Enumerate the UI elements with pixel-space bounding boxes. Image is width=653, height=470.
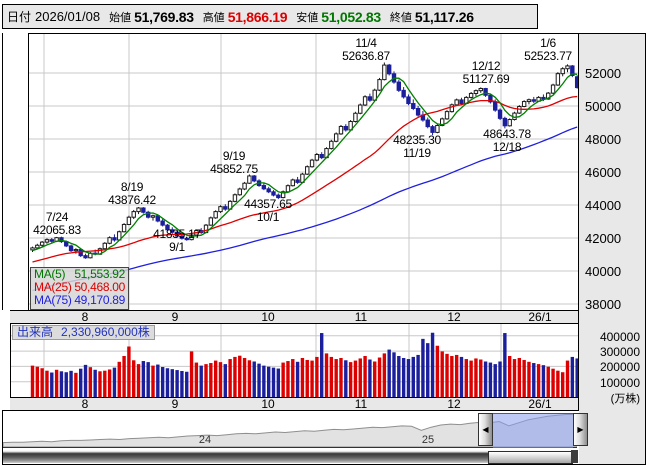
ohlc-field-value-3: 51,117.26 [414, 8, 474, 25]
main-x-tick-5: 26/1 [528, 310, 552, 324]
outer-left-border [2, 33, 3, 310]
navigator-year-25: 25 [421, 434, 435, 446]
ma-legend-label-2: MA(75) [34, 293, 72, 307]
ohlc-field-label-3: 終値 [389, 11, 412, 24]
main-x-tick-3: 11 [354, 310, 368, 324]
ohlc-field-label-0: 始値 [109, 11, 132, 24]
price-axis-label-1: 50000 [585, 99, 622, 114]
volume-x-tick-5: 26/1 [528, 397, 552, 411]
volume-label-box: 出来高 2,330,960,000株 [12, 325, 155, 340]
volume-x-tick-2: 10 [261, 397, 275, 411]
price-axis-label-7: 38000 [585, 297, 622, 312]
chart-annotation-1: 8/19 43876.42 [108, 180, 156, 207]
ohlc-field-value-1: 51,866.19 [227, 8, 288, 25]
ma-legend-row-2: MA(75) 49,170.89 [31, 294, 128, 307]
volume-x-tick-3: 11 [354, 397, 368, 411]
chart-annotation-9: 1/6 52523.77 [524, 36, 572, 63]
price-axis-label-6: 40000 [585, 264, 622, 279]
price-axis-label-4: 44000 [585, 198, 622, 213]
ohlc-field-label-1: 高値 [202, 11, 225, 24]
volume-canvas [11, 324, 579, 398]
main-x-tick-2: 10 [261, 310, 275, 324]
chart-annotation-6: 48235.30 11/19 [393, 133, 441, 160]
volume-plot [10, 323, 580, 398]
ohlc-field-label-2: 安値 [296, 11, 319, 24]
navigator-selection-window[interactable] [493, 413, 573, 448]
volume-value: 2,330,960,000株 [61, 325, 150, 339]
volume-axis-label-2: 200000 [599, 360, 640, 375]
navigator-left-arrow-button[interactable]: ◀ [478, 413, 493, 446]
date-value: 2026/01/08 [35, 9, 101, 24]
chart-annotation-0: 7/24 42065.83 [33, 210, 81, 237]
price-axis-label-3: 46000 [585, 165, 622, 180]
main-x-tick-4: 12 [447, 310, 461, 324]
chart-annotation-4: 44357.65 10/1 [244, 197, 292, 224]
main-x-tick-1: 9 [171, 310, 179, 324]
ma-legend-row-1: MA(25) 50,468.00 [31, 281, 128, 294]
main-x-tick-0: 8 [81, 310, 89, 324]
chart-annotation-5: 11/4 52636.87 [342, 36, 390, 63]
scrollbar-end-cap [571, 450, 578, 463]
ohlc-fields: 始値 51,769.83 高値 51,866.19 安値 51,052.83 終値 51,11… [100, 9, 474, 25]
ohlc-field-value-2: 51,052.83 [321, 8, 381, 25]
price-axis-label-5: 42000 [585, 231, 622, 246]
ma-legend-value-2: 49,170.89 [74, 293, 125, 307]
chart-annotation-7: 12/12 51127.69 [462, 59, 510, 86]
horizontal-scrollbar-track[interactable] [3, 450, 577, 463]
price-axis-panel: 52000 50000 48000 46000 44000 42000 40000 38000… [578, 33, 646, 465]
horizontal-scrollbar-thumb[interactable] [488, 451, 573, 464]
chart-annotation-2: 41835.17 9/1 [153, 227, 201, 254]
ma-legend-box: MA(5) 51,553.92 MA(25) 50,468.00 MA(75) 49,17… [30, 267, 129, 310]
volume-x-tick-4: 12 [447, 397, 461, 411]
volume-axis-unit: (万株) [610, 393, 640, 405]
volume-label: 出来高 [17, 325, 54, 339]
date-label: 日付 [7, 10, 32, 24]
ma-legend-value-1: 50,468.00 [74, 280, 125, 294]
ma-legend-value-0: 51,553.92 [74, 267, 125, 281]
ma-legend-label-1: MA(25) [34, 280, 72, 294]
price-axis-label-0: 52000 [585, 66, 622, 81]
navigator-right-arrow-button[interactable]: ▶ [573, 413, 588, 446]
quote-info-bar: 日付 2026/01/08 始値 51,769.83 高値 51,866.19 安値 51… [2, 4, 538, 29]
ma-legend-row-0: MA(5) 51,553.92 [31, 268, 128, 281]
volume-x-tick-1: 9 [171, 397, 179, 411]
ma-legend-label-0: MA(5) [34, 267, 66, 281]
main-chart-plot[interactable] [28, 33, 580, 312]
price-axis-label-2: 48000 [585, 132, 622, 147]
volume-axis-label-1: 300000 [599, 345, 640, 360]
chart-annotation-3: 9/19 45852.75 [210, 149, 258, 176]
volume-x-tick-0: 8 [81, 397, 89, 411]
ohlc-field-value-0: 51,769.83 [134, 8, 194, 25]
navigator-year-24: 24 [198, 434, 212, 446]
volume-axis-label-3: 100000 [599, 375, 640, 390]
chart-annotation-8: 48643.78 12/18 [483, 127, 531, 154]
volume-axis-label-0: 400000 [599, 329, 640, 344]
